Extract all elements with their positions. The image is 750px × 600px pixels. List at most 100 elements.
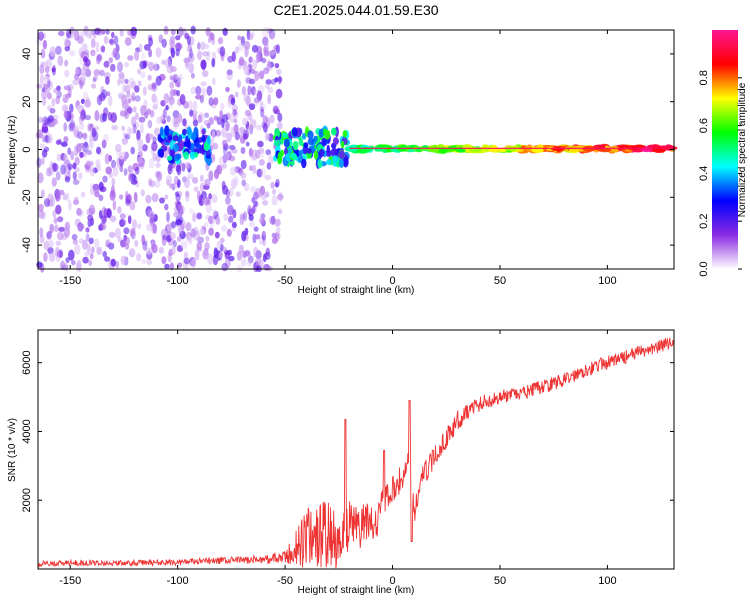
- spectrogram-cell: [168, 96, 175, 106]
- spectrogram-cell: [166, 211, 170, 223]
- spectrogram-cell: [47, 92, 52, 100]
- spectrogram-cell: [266, 27, 273, 34]
- spectrogram-cell: [67, 147, 72, 155]
- spectrogram-cell: [267, 86, 274, 94]
- spectrogram-cell: [257, 140, 264, 148]
- spectrogram-cell: [90, 49, 96, 57]
- spectrogram-cell: [198, 228, 206, 235]
- spectrogram-cell: [123, 227, 130, 235]
- spectrogram-cell: [173, 143, 179, 152]
- spectrogram-cell: [115, 143, 122, 153]
- spectrogram-cell: [40, 48, 46, 59]
- spectrogram-cell: [132, 106, 137, 113]
- spectrogram-cell: [116, 157, 121, 168]
- spectrogram-cell: [239, 217, 244, 226]
- spectrogram-cell: [64, 37, 69, 48]
- spectrogram-cell: [125, 199, 131, 206]
- spectrogram-cell: [148, 61, 154, 72]
- spectrogram-cell: [40, 157, 45, 166]
- spectrogram-cell: [38, 116, 43, 124]
- spectrogram-cell: [177, 203, 183, 214]
- spectrogram-cell: [42, 61, 49, 68]
- spectrogram-cell: [176, 153, 182, 160]
- spectrogram-cell: [55, 171, 61, 181]
- spectrogram-cell: [142, 60, 147, 69]
- spectrogram-cell: [192, 177, 199, 184]
- spectrogram-cell: [161, 235, 167, 246]
- spectrogram-cell: [207, 253, 214, 265]
- spectrogram-cell: [46, 167, 52, 177]
- spectrogram-cell: [39, 143, 45, 149]
- spectrogram-cell: [201, 87, 206, 98]
- spectrogram-cell: [100, 223, 107, 231]
- spectrogram-cell: [136, 253, 142, 262]
- spectrogram-cell: [264, 191, 270, 198]
- spectrogram-cell: [255, 257, 261, 266]
- spectrogram-cell: [38, 210, 45, 219]
- spectrogram-cell: [119, 194, 124, 200]
- spectrogram-cell: [243, 40, 251, 50]
- spectrogram-cell: [317, 159, 323, 169]
- spectrogram-cell: [253, 226, 259, 232]
- spectrogram-cell: [93, 74, 98, 82]
- spectrogram-cell: [301, 158, 307, 169]
- spectrogram-cell: [155, 162, 161, 168]
- spectrogram-cell: [338, 158, 344, 169]
- spectrogram-cell: [254, 70, 260, 82]
- spectrogram-cell: [84, 99, 92, 108]
- spectrogram-cell: [130, 95, 136, 101]
- colorbar-tick-label: 0.8: [698, 70, 710, 85]
- spectrogram-cell: [216, 240, 222, 249]
- spectrogram-cell: [282, 132, 288, 139]
- snr-x-tick-label: -150: [59, 575, 81, 587]
- spectrogram-cell: [278, 191, 283, 203]
- spectrogram-cell: [39, 227, 44, 238]
- spectrogram-cell: [360, 146, 371, 153]
- spectrogram-cell: [148, 37, 154, 47]
- spectrogram-cell: [149, 213, 155, 223]
- spectrogram-cell: [238, 43, 244, 51]
- spectrogram-cell: [244, 109, 252, 117]
- spectrogram-cell: [65, 192, 70, 202]
- spectrogram-cell: [48, 251, 56, 262]
- spectrogram-cell: [249, 78, 256, 85]
- spectrogram-cell: [173, 212, 178, 218]
- spectrogram-y-label: Frequency (Hz): [7, 116, 18, 185]
- spectrogram-cell: [100, 85, 105, 95]
- spectrogram-cell: [47, 80, 53, 91]
- spectrogram-cell: [212, 142, 219, 150]
- spectrogram-cell: [129, 228, 135, 238]
- spectrogram-cell: [79, 151, 84, 159]
- spectrogram-cell: [43, 146, 50, 153]
- spectrogram-cell: [109, 38, 114, 44]
- spectrogram-cell: [126, 126, 132, 138]
- spectrogram-cell: [221, 127, 227, 138]
- spectrogram-cell: [44, 66, 50, 74]
- spectrogram-cell: [134, 121, 140, 130]
- spectrogram-cell: [193, 186, 199, 193]
- spectrogram-cell: [109, 189, 116, 201]
- spectrogram-cell: [184, 62, 190, 68]
- spectrogram-cell: [342, 130, 348, 138]
- spectrogram-cell: [228, 255, 235, 262]
- spectrogram-cell: [221, 225, 227, 232]
- spectrogram-cell: [51, 98, 56, 107]
- spectrogram-cell: [277, 112, 283, 122]
- spectrogram-cell: [103, 107, 109, 117]
- spectrogram-cell: [307, 138, 315, 146]
- spectrogram-y-tick-label: 40: [21, 48, 33, 60]
- spectrogram-cell: [259, 185, 266, 196]
- spectrogram-cell: [255, 250, 262, 260]
- spectrogram-cell: [72, 79, 79, 86]
- spectrogram-cell: [175, 48, 180, 57]
- spectrogram-cell: [263, 123, 268, 133]
- spectrogram-cell: [274, 128, 281, 139]
- spectrogram-cell: [42, 39, 48, 50]
- spectrogram-cell: [193, 226, 199, 236]
- spectrogram-cell: [218, 251, 224, 259]
- spectrogram-cell: [201, 70, 209, 78]
- spectrogram-cell: [71, 260, 76, 266]
- spectrogram-cell: [60, 260, 66, 271]
- spectrogram-cell: [233, 123, 239, 134]
- spectrogram-cell: [82, 239, 88, 250]
